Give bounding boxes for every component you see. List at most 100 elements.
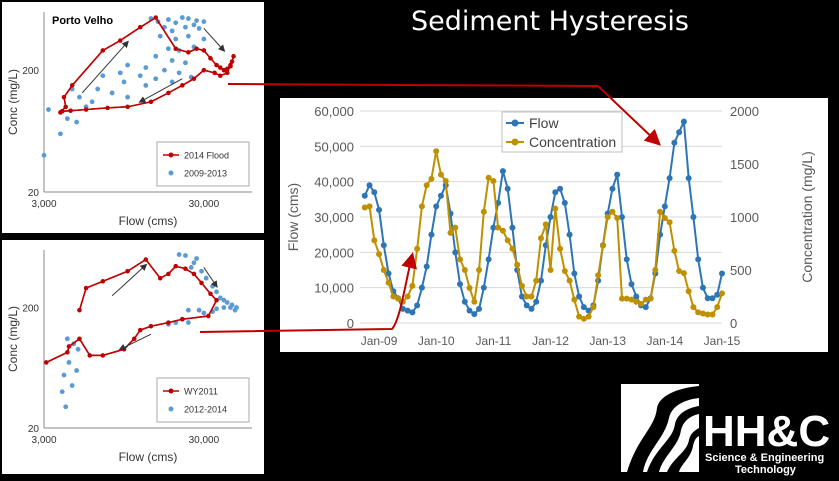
data-point	[158, 276, 163, 281]
legend-swatch	[511, 119, 519, 127]
series-line	[45, 258, 218, 364]
data-point	[166, 320, 171, 325]
data-point	[666, 175, 673, 182]
data-point	[66, 360, 72, 365]
data-point	[69, 383, 75, 388]
data-point	[409, 282, 416, 289]
data-point	[125, 269, 130, 274]
slide-title: Sediment Hysteresis	[411, 6, 689, 37]
y-left-tick-label: 20,000	[314, 245, 354, 260]
data-point	[109, 90, 115, 96]
data-point	[471, 311, 478, 318]
data-point	[169, 58, 175, 63]
data-point	[224, 300, 230, 305]
data-point	[604, 214, 611, 220]
data-point	[699, 310, 706, 317]
x-axis-label: Flow (cms)	[119, 450, 178, 464]
data-point	[185, 307, 191, 313]
data-point	[680, 270, 687, 277]
data-point	[228, 305, 233, 310]
data-point	[485, 256, 492, 263]
data-point	[557, 245, 564, 252]
data-point	[132, 336, 137, 341]
data-point	[191, 260, 197, 266]
x-tick-label: Jan-12	[532, 334, 569, 348]
data-point	[509, 245, 516, 252]
data-point	[69, 83, 75, 88]
data-point	[61, 94, 67, 100]
data-point	[671, 247, 678, 254]
data-point	[218, 65, 223, 70]
y-right-tick-label: 1500	[730, 157, 759, 172]
data-point	[628, 296, 635, 303]
timeseries-chart-panel: 0 10,000 20,000 30,000 40,000 50,000 60,000 0 50…	[280, 98, 828, 352]
data-point	[201, 67, 207, 73]
data-point	[704, 311, 711, 318]
data-point	[46, 107, 51, 112]
legend-swatch	[168, 406, 174, 412]
data-point	[185, 33, 191, 39]
legend-swatch	[511, 138, 519, 146]
data-point	[61, 372, 67, 378]
data-point	[125, 94, 130, 100]
data-point	[186, 50, 191, 55]
data-point	[143, 257, 149, 262]
data-point	[183, 253, 188, 258]
data-point	[66, 344, 72, 349]
y-left-tick-label: 10,000	[314, 281, 354, 296]
data-point	[542, 221, 549, 228]
data-point	[138, 25, 143, 30]
data-point	[218, 73, 223, 78]
data-point	[485, 174, 492, 181]
y-tick-label: 20	[28, 424, 40, 435]
data-point	[125, 62, 130, 68]
data-point	[191, 22, 197, 28]
data-point	[528, 293, 535, 300]
x-tick-label: 30,000	[189, 435, 220, 446]
data-point	[180, 83, 185, 88]
x-tick-label: 3,000	[31, 435, 56, 446]
data-point	[376, 206, 383, 213]
hhc-logo: HH&C Science & Engineering Technology	[617, 378, 839, 476]
data-point	[83, 285, 89, 291]
legend-label: WY2011	[184, 387, 218, 397]
data-point	[609, 208, 616, 215]
data-point	[41, 152, 47, 158]
data-point	[59, 389, 65, 395]
data-point	[225, 66, 230, 72]
y-left-tick-label: 40,000	[314, 175, 354, 190]
data-point	[201, 19, 207, 25]
trend-arrow	[138, 78, 183, 103]
data-point	[173, 36, 179, 42]
legend-label: 2012-2014	[184, 405, 227, 415]
data-point	[173, 46, 178, 51]
data-point	[695, 309, 702, 316]
data-point	[153, 76, 159, 82]
data-point	[523, 293, 530, 300]
data-point	[452, 224, 459, 231]
data-point	[552, 205, 559, 212]
data-point	[699, 284, 706, 291]
data-point	[157, 33, 163, 39]
wy2011-chart-panel: 3,000 30,000 200 20 Flow (cms) Conc (mg/L) WY2…	[2, 240, 264, 474]
data-point	[380, 242, 387, 249]
data-point	[95, 86, 101, 92]
data-point	[428, 231, 435, 238]
x-tick-label: Jan-11	[475, 334, 511, 348]
data-point	[547, 267, 554, 273]
legend-label: Concentration	[529, 134, 616, 150]
legend-swatch	[168, 152, 174, 158]
data-point	[208, 56, 213, 61]
legend-label: 2009-2013	[184, 169, 227, 179]
data-point	[143, 65, 149, 70]
data-point	[499, 168, 506, 175]
data-point	[228, 62, 233, 68]
data-point	[210, 283, 215, 289]
data-point	[571, 270, 578, 277]
data-point	[476, 267, 483, 273]
data-point	[221, 67, 227, 73]
data-point	[191, 271, 197, 277]
data-point	[461, 298, 468, 305]
data-point	[231, 54, 236, 59]
data-point	[185, 320, 191, 325]
